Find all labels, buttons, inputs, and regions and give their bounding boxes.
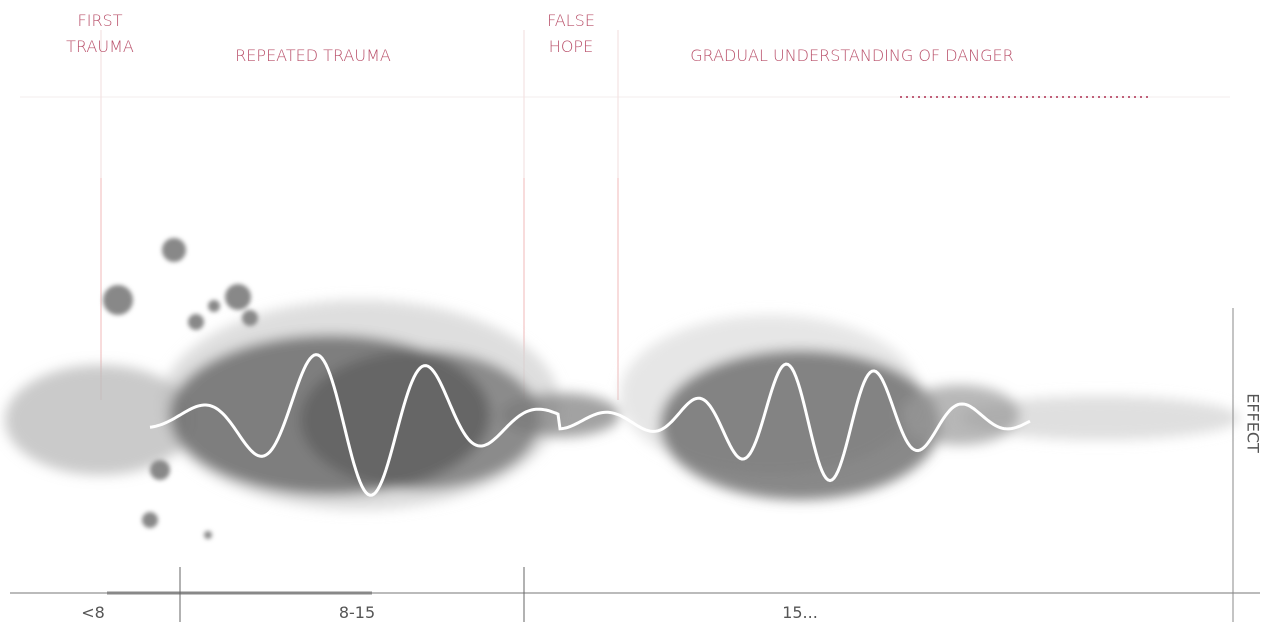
age-label: <8 [81, 603, 105, 622]
effect-label: EFFECT [1244, 393, 1263, 453]
age-label: 15... [782, 603, 818, 622]
phase-label: REPEATED TRAUMA [235, 46, 391, 65]
splatter [103, 238, 258, 539]
phase-label: FIRST TRAUMA [66, 11, 134, 56]
phase-label: FALSE HOPE [547, 11, 595, 56]
watercolor [5, 300, 1240, 510]
phase-label: GRADUAL UNDERSTANDING OF DANGER [690, 46, 1014, 65]
effect-wave [149, 353, 1031, 497]
age-label: 8-15 [338, 603, 376, 622]
